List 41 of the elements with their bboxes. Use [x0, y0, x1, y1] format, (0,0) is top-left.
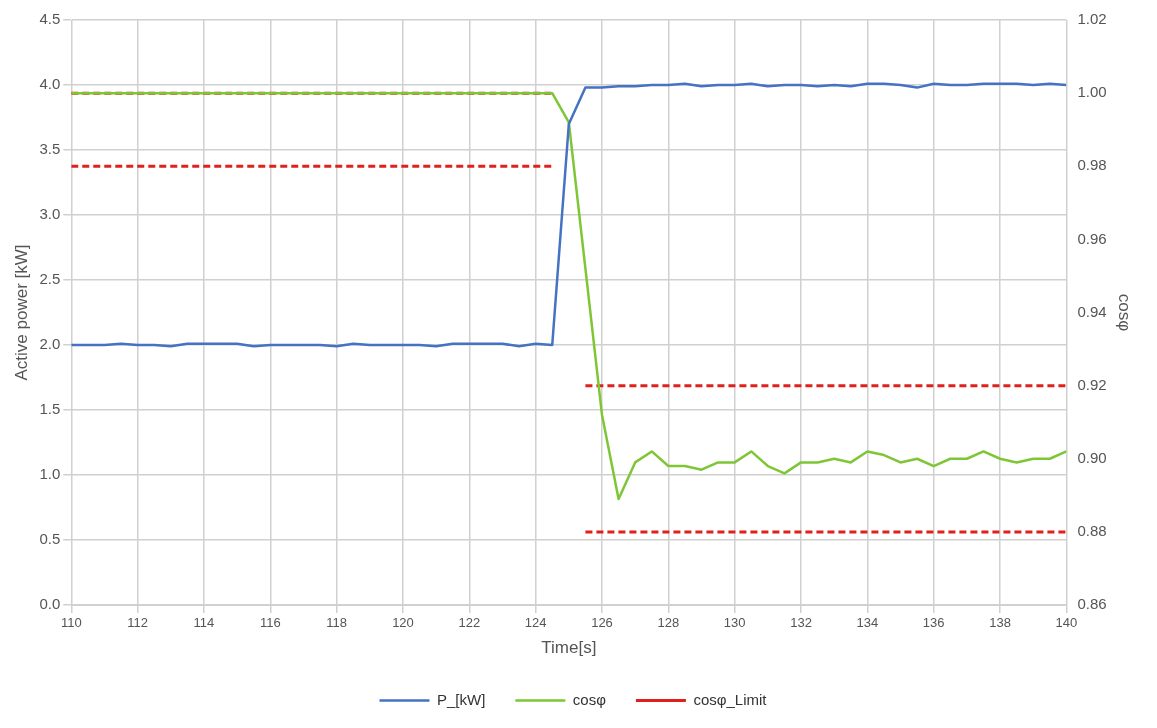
x-tick-label: 134 — [856, 615, 879, 631]
y-axis-title: Active power [kW] — [11, 244, 31, 381]
y2-tick-label: 1.02 — [1077, 10, 1107, 28]
y-tick-label: 1.0 — [39, 465, 61, 483]
x-tick-label: 116 — [259, 615, 281, 631]
x-tick-label: 140 — [1055, 615, 1078, 631]
legend-label: cosφ — [572, 690, 607, 708]
x-tick-label: 114 — [193, 615, 215, 631]
x-tick-label: 128 — [657, 615, 680, 631]
y-tick-label: 0.5 — [39, 530, 61, 548]
y-tick-label: 2.0 — [39, 335, 61, 353]
x-tick-label: 138 — [989, 615, 1011, 631]
y-tick-label: 2.5 — [39, 270, 61, 288]
y-tick-label: 1.5 — [39, 400, 61, 418]
y2-tick-label: 0.92 — [1077, 375, 1107, 393]
legend-label: cosφ_Limit — [693, 690, 768, 708]
x-tick-label: 110 — [60, 615, 82, 631]
legend-label: P_[kW] — [437, 690, 486, 708]
y2-tick-label: 0.94 — [1077, 302, 1107, 320]
x-tick-label: 136 — [922, 615, 945, 631]
x-tick-label: 112 — [127, 615, 148, 631]
y-tick-label: 4.5 — [39, 10, 61, 28]
y2-tick-label: 0.88 — [1077, 522, 1107, 540]
y2-tick-label: 0.98 — [1077, 156, 1107, 174]
y-tick-label: 0.0 — [39, 595, 61, 613]
y-tick-label: 4.0 — [39, 75, 61, 93]
x-tick-label: 120 — [392, 615, 414, 631]
x-tick-label: 126 — [591, 615, 613, 631]
x-tick-label: 118 — [326, 615, 347, 631]
y2-tick-label: 0.90 — [1077, 448, 1107, 466]
x-tick-label: 130 — [723, 615, 746, 631]
y2-tick-label: 0.86 — [1077, 595, 1107, 613]
y2-tick-label: 0.96 — [1077, 229, 1107, 247]
y-tick-label: 3.0 — [39, 205, 61, 223]
x-axis-title: Time[s] — [541, 638, 597, 658]
y2-axis-title: cosφ — [1115, 293, 1135, 332]
x-tick-label: 122 — [458, 615, 481, 631]
x-tick-label: 132 — [790, 615, 812, 631]
y-tick-label: 3.5 — [39, 140, 61, 158]
x-tick-label: 124 — [524, 615, 547, 631]
y2-tick-label: 1.00 — [1077, 83, 1107, 101]
